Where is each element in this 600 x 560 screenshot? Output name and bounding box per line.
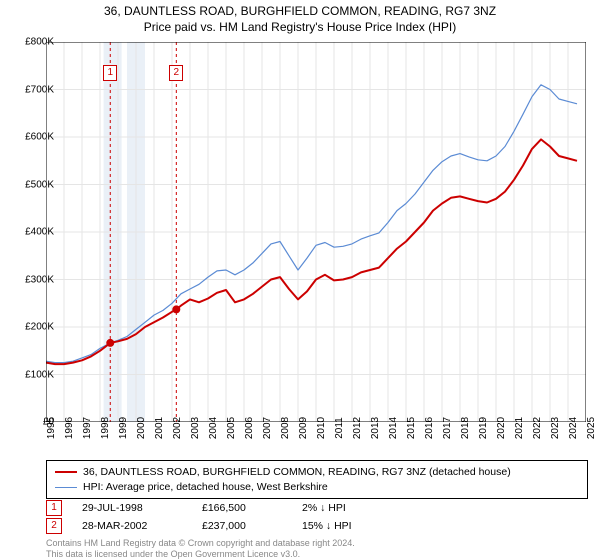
x-axis-tick-label: 2012 xyxy=(352,417,363,439)
x-axis-tick-label: 2009 xyxy=(298,417,309,439)
x-axis-tick-label: 2006 xyxy=(244,417,255,439)
y-axis-tick-label: £200K xyxy=(25,322,54,333)
x-axis-tick-label: 2020 xyxy=(496,417,507,439)
x-axis-tick-label: 1996 xyxy=(64,417,75,439)
x-axis-tick-label: 2018 xyxy=(460,417,471,439)
legend-box: 36, DAUNTLESS ROAD, BURGHFIELD COMMON, R… xyxy=(46,460,588,499)
x-axis-tick-label: 2022 xyxy=(532,417,543,439)
x-axis-tick-label: 2005 xyxy=(226,417,237,439)
chart-title: 36, DAUNTLESS ROAD, BURGHFIELD COMMON, R… xyxy=(0,0,600,35)
x-axis-tick-label: 1998 xyxy=(100,417,111,439)
footer-line-2: This data is licensed under the Open Gov… xyxy=(46,549,566,560)
event-hpi-delta: 2% ↓ HPI xyxy=(302,502,392,514)
event-row: 1 29-JUL-1998 £166,500 2% ↓ HPI xyxy=(46,500,586,516)
chart-area xyxy=(46,42,586,422)
events-table: 1 29-JUL-1998 £166,500 2% ↓ HPI 2 28-MAR… xyxy=(46,500,586,536)
event-marker-on-chart: 2 xyxy=(169,65,183,81)
y-axis-tick-label: £700K xyxy=(25,84,54,95)
x-axis-tick-label: 2010 xyxy=(316,417,327,439)
y-axis-tick-label: £600K xyxy=(25,132,54,143)
event-date: 29-JUL-1998 xyxy=(82,502,182,514)
event-marker-on-chart: 1 xyxy=(103,65,117,81)
x-axis-tick-label: 2021 xyxy=(514,417,525,439)
x-axis-tick-label: 2008 xyxy=(280,417,291,439)
x-axis-tick-label: 2014 xyxy=(388,417,399,439)
event-price: £166,500 xyxy=(202,502,282,514)
x-axis-tick-label: 2003 xyxy=(190,417,201,439)
title-line-1: 36, DAUNTLESS ROAD, BURGHFIELD COMMON, R… xyxy=(0,4,600,20)
x-axis-tick-label: 2004 xyxy=(208,417,219,439)
x-axis-tick-label: 2015 xyxy=(406,417,417,439)
event-hpi-delta: 15% ↓ HPI xyxy=(302,520,392,532)
y-axis-tick-label: £300K xyxy=(25,274,54,285)
event-marker-icon: 2 xyxy=(46,518,62,534)
legend-row: HPI: Average price, detached house, West… xyxy=(55,480,579,495)
legend-label: HPI: Average price, detached house, West… xyxy=(83,480,328,495)
x-axis-tick-label: 1999 xyxy=(118,417,129,439)
event-price: £237,000 xyxy=(202,520,282,532)
legend-swatch-property xyxy=(55,471,77,473)
x-axis-tick-label: 1997 xyxy=(82,417,93,439)
x-axis-tick-label: 2002 xyxy=(172,417,183,439)
y-axis-tick-label: £100K xyxy=(25,369,54,380)
x-axis-tick-label: 2024 xyxy=(568,417,579,439)
legend-label: 36, DAUNTLESS ROAD, BURGHFIELD COMMON, R… xyxy=(83,465,511,480)
x-axis-tick-label: 2016 xyxy=(424,417,435,439)
x-axis-tick-label: 2000 xyxy=(136,417,147,439)
footer-line-1: Contains HM Land Registry data © Crown c… xyxy=(46,538,566,549)
legend-swatch-hpi xyxy=(55,487,77,488)
chart-container: 36, DAUNTLESS ROAD, BURGHFIELD COMMON, R… xyxy=(0,0,600,560)
y-axis-tick-label: £400K xyxy=(25,227,54,238)
x-axis-tick-label: 2001 xyxy=(154,417,165,439)
x-axis-tick-label: 2011 xyxy=(334,417,345,439)
footer-note: Contains HM Land Registry data © Crown c… xyxy=(46,538,566,560)
legend-row: 36, DAUNTLESS ROAD, BURGHFIELD COMMON, R… xyxy=(55,465,579,480)
event-marker-icon: 1 xyxy=(46,500,62,516)
x-axis-tick-label: 2007 xyxy=(262,417,273,439)
event-date: 28-MAR-2002 xyxy=(82,520,182,532)
event-row: 2 28-MAR-2002 £237,000 15% ↓ HPI xyxy=(46,518,586,534)
chart-svg xyxy=(46,42,586,422)
x-axis-tick-label: 1995 xyxy=(46,417,57,439)
title-line-2: Price paid vs. HM Land Registry's House … xyxy=(0,20,600,36)
y-axis-tick-label: £500K xyxy=(25,179,54,190)
x-axis-tick-label: 2025 xyxy=(586,417,597,439)
x-axis-tick-label: 2019 xyxy=(478,417,489,439)
x-axis-tick-label: 2013 xyxy=(370,417,381,439)
x-axis-tick-label: 2017 xyxy=(442,417,453,439)
y-axis-tick-label: £800K xyxy=(25,37,54,48)
x-axis-tick-label: 2023 xyxy=(550,417,561,439)
